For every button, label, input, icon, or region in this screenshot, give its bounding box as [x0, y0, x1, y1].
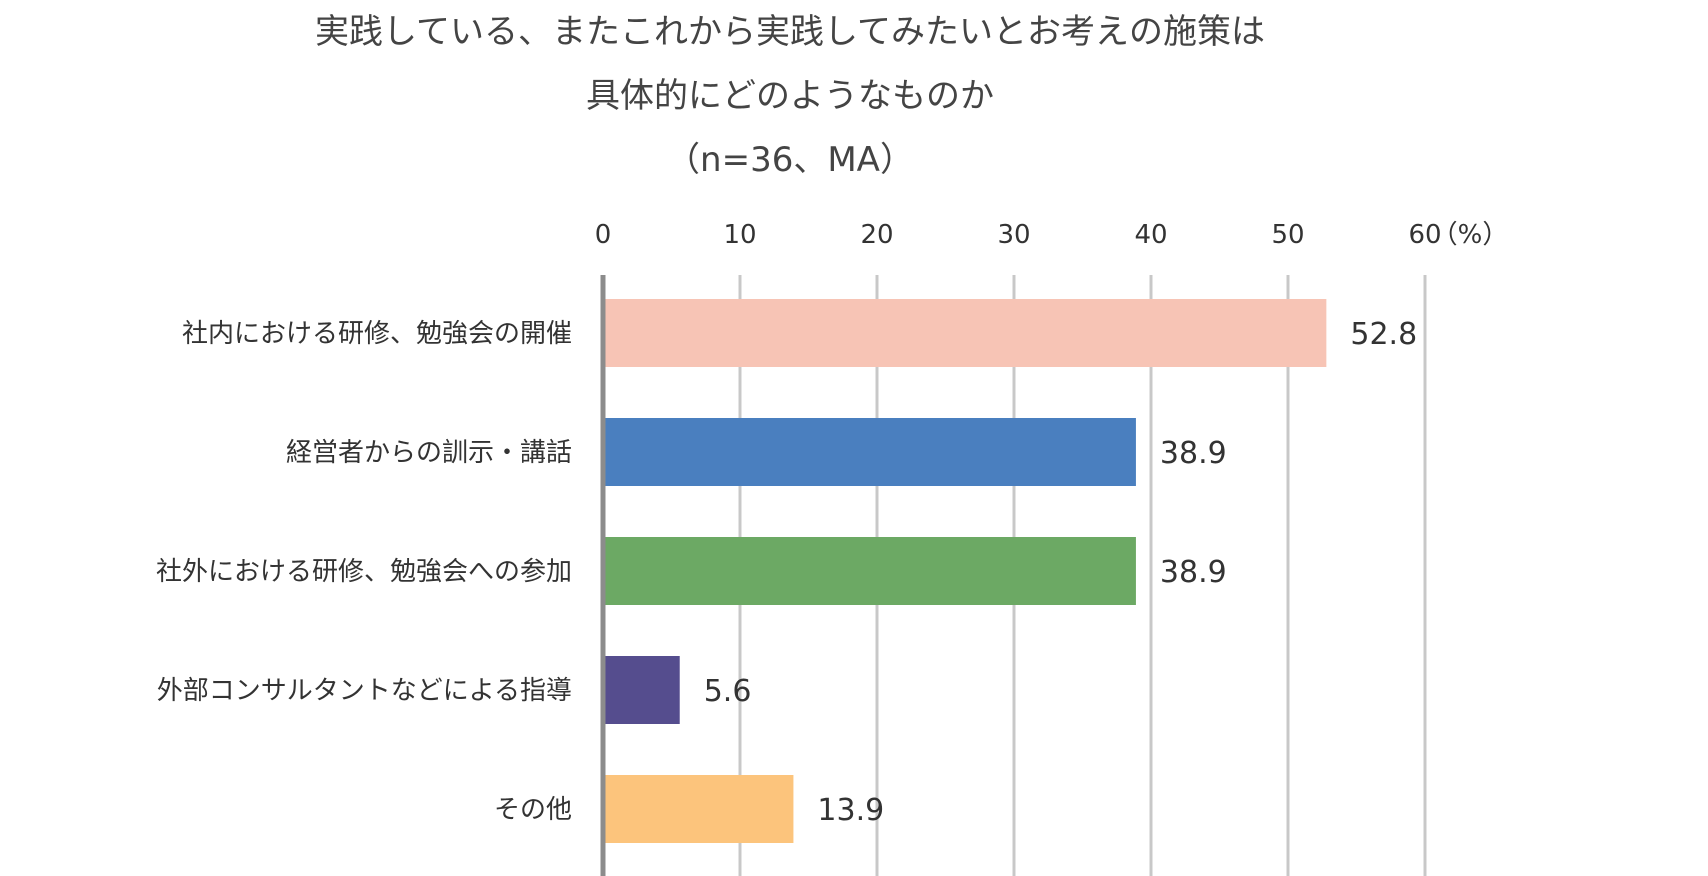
- x-tick-label-60: 60: [1408, 220, 1441, 250]
- value-label-4: 5.6: [704, 674, 752, 709]
- category-label-2: 経営者からの訓示・講話: [286, 438, 572, 468]
- category-label-3: 社外における研修、勉強会への参加: [156, 557, 572, 587]
- x-axis-unit-label: （%）: [1432, 220, 1509, 250]
- chart-subtitle: （n=36、MA）: [666, 140, 914, 180]
- bar-3: [603, 537, 1136, 605]
- value-label-3: 38.9: [1160, 555, 1227, 590]
- x-tick-label-0: 0: [595, 220, 612, 250]
- x-tick-label-20: 20: [860, 220, 893, 250]
- category-label-1: 社内における研修、勉強会の開催: [182, 319, 572, 349]
- value-label-2: 38.9: [1160, 436, 1227, 471]
- category-label-4: 外部コンサルタントなどによる指導: [157, 676, 572, 706]
- chart-title-line-2: 具体的にどのようなものか: [586, 76, 994, 116]
- x-tick-label-50: 50: [1271, 220, 1304, 250]
- x-tick-label-30: 30: [997, 220, 1030, 250]
- chart-title-line-1: 実践している、またこれから実践してみたいとお考えの施策は: [315, 12, 1265, 52]
- bar-4: [603, 656, 680, 724]
- value-label-1: 52.8: [1350, 317, 1417, 352]
- x-tick-label-40: 40: [1134, 220, 1167, 250]
- bar-2: [603, 418, 1136, 486]
- bars: [603, 299, 1327, 843]
- value-label-5: 13.9: [817, 793, 884, 828]
- x-axis-ticks: 0 10 20 30 40 50 60: [595, 220, 1442, 250]
- category-labels: 社内における研修、勉強会の開催経営者からの訓示・講話社外における研修、勉強会への…: [156, 319, 572, 825]
- x-tick-label-10: 10: [723, 220, 756, 250]
- category-label-5: その他: [494, 795, 572, 825]
- bar-1: [603, 299, 1327, 367]
- bar-5: [603, 775, 794, 843]
- value-labels: 52.8 38.9 38.9 5.6 13.9: [704, 317, 1417, 828]
